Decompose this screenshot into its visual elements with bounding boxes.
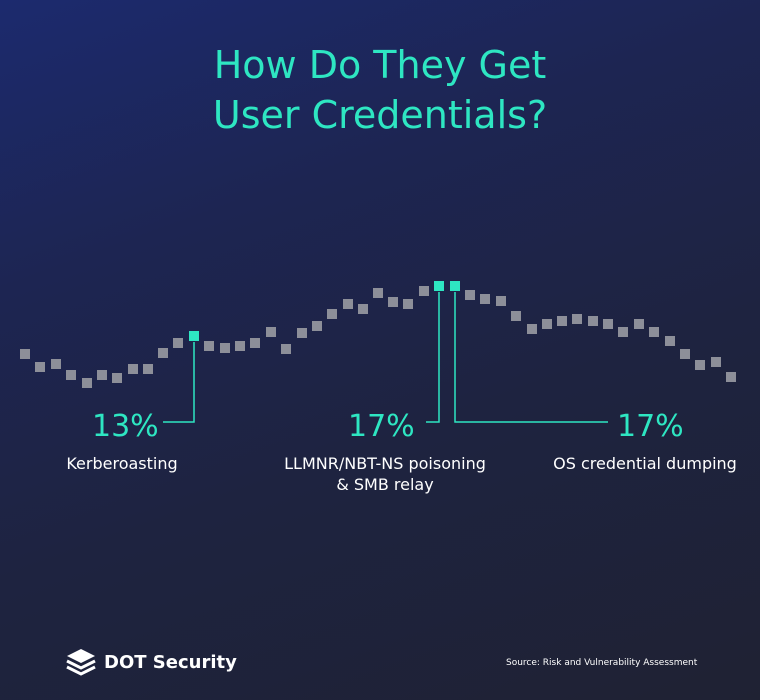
- marker-point: [465, 290, 475, 300]
- marker-point: [66, 370, 76, 380]
- stacked-layers-icon: [66, 649, 96, 676]
- marker-point: [511, 311, 521, 321]
- marker-point: [158, 348, 168, 358]
- marker-point: [20, 349, 30, 359]
- marker-point: [572, 314, 582, 324]
- marker-point: [343, 299, 353, 309]
- marker-point: [527, 324, 537, 334]
- marker-point: [204, 341, 214, 351]
- marker-point: [250, 338, 260, 348]
- chart-title: How Do They Get User Credentials?: [0, 40, 760, 140]
- marker-point: [634, 319, 644, 329]
- marker-point: [665, 336, 675, 346]
- marker-point: [711, 357, 721, 367]
- highlight-label-llmnr: LLMNR/NBT-NS poisoning & SMB relay: [284, 454, 486, 494]
- marker-point: [403, 299, 413, 309]
- marker-point: [373, 288, 383, 298]
- marker-point: [419, 286, 429, 296]
- brand-name: DOT Security: [104, 651, 237, 673]
- marker-os-dumping-highlight: [450, 281, 460, 291]
- title-line-1: How Do They Get: [213, 43, 547, 87]
- marker-point: [603, 319, 613, 329]
- marker-kerberoasting-highlight: [189, 331, 199, 341]
- marker-point: [358, 304, 368, 314]
- marker-point: [557, 316, 567, 326]
- marker-point: [51, 359, 61, 369]
- marker-point: [618, 327, 628, 337]
- marker-point: [143, 364, 153, 374]
- connector-os-dumping: [454, 292, 608, 423]
- marker-point: [327, 309, 337, 319]
- marker-point: [649, 327, 659, 337]
- connector-llmnr: [426, 292, 440, 423]
- marker-point: [173, 338, 183, 348]
- title-line-2: User Credentials?: [212, 93, 548, 137]
- marker-point: [297, 328, 307, 338]
- marker-point: [726, 372, 736, 382]
- marker-point: [680, 349, 690, 359]
- connector-kerberoasting: [163, 342, 195, 423]
- marker-point: [128, 364, 138, 374]
- marker-point: [82, 378, 92, 388]
- highlight-label-os-dumping: OS credential dumping: [553, 454, 737, 473]
- highlight-value-os-dumping: 17%: [617, 409, 684, 444]
- brand-logo: DOT Security: [66, 648, 237, 676]
- marker-point: [281, 344, 291, 354]
- marker-point: [588, 316, 598, 326]
- marker-point: [312, 321, 322, 331]
- marker-point: [266, 327, 276, 337]
- marker-point: [542, 319, 552, 329]
- marker-point: [220, 343, 230, 353]
- marker-point: [496, 296, 506, 306]
- marker-point: [235, 341, 245, 351]
- highlight-label-kerberoasting: Kerberoasting: [66, 454, 178, 473]
- marker-point: [112, 373, 122, 383]
- marker-point: [35, 362, 45, 372]
- highlight-value-llmnr: 17%: [348, 409, 415, 444]
- highlight-value-kerberoasting: 13%: [92, 409, 159, 444]
- marker-point: [97, 370, 107, 380]
- marker-point: [480, 294, 490, 304]
- marker-point: [695, 360, 705, 370]
- marker-point: [388, 297, 398, 307]
- marker-llmnr-highlight: [434, 281, 444, 291]
- source-note: Source: Risk and Vulnerability Assessmen…: [506, 658, 698, 668]
